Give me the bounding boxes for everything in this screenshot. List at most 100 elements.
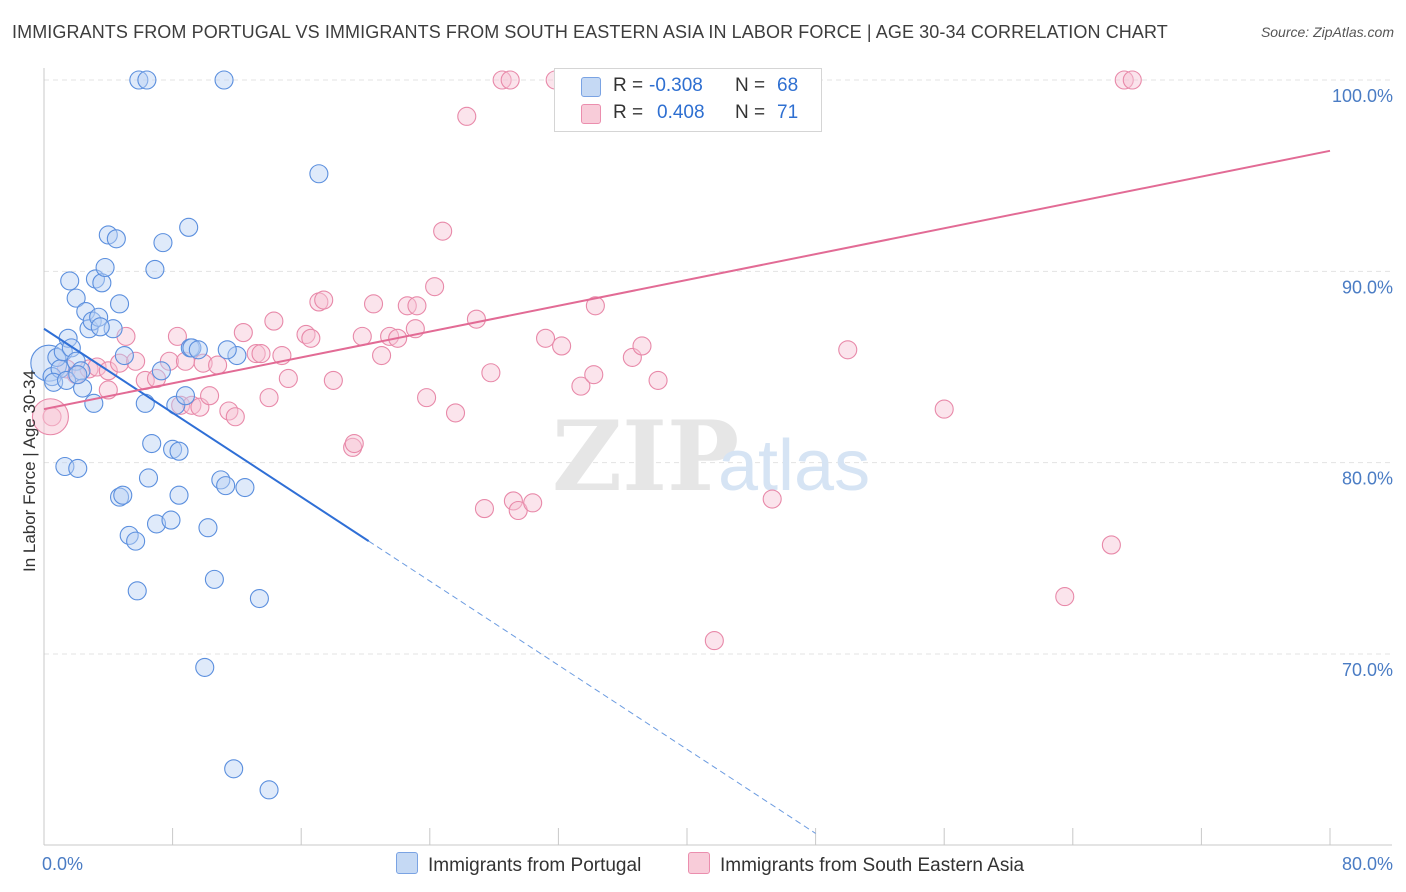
legend-r-label-pink: R = — [613, 102, 644, 123]
gridlines — [44, 79, 1392, 655]
axes — [43, 68, 1392, 846]
sea-point — [251, 344, 271, 364]
portugal-point — [214, 70, 234, 90]
tick-labels: 70.0% 80.0% 90.0% 100.0% 0.0% 80.0% — [42, 86, 1393, 874]
y-axis-label-wrap: In Labor Force | Age 30-34 — [20, 370, 40, 812]
x-tick-label-min: 0.0% — [42, 854, 83, 874]
sea-point — [278, 368, 298, 389]
portugal-point — [126, 531, 146, 551]
sea-point — [585, 296, 605, 316]
portugal-point — [179, 217, 199, 237]
sea-point — [492, 70, 512, 90]
trend-line-sea — [43, 149, 1331, 411]
sea-point — [171, 395, 191, 415]
portugal-point — [235, 477, 255, 498]
portugal-point — [138, 468, 159, 488]
portugal-point — [195, 657, 215, 677]
portugal-point — [169, 441, 189, 461]
portugal-point — [89, 307, 109, 327]
portugal-point — [68, 458, 88, 478]
sea-point — [466, 309, 486, 329]
sea-point — [704, 631, 724, 651]
portugal-point — [106, 229, 126, 249]
portugal-point — [224, 759, 244, 779]
portugal-point — [227, 345, 247, 366]
portugal-point — [182, 338, 202, 358]
bottom-legend-label-blue: Immigrants from Portugal — [428, 855, 642, 876]
sea-point — [182, 395, 202, 415]
portugal-point — [188, 340, 208, 360]
sea-point — [344, 433, 364, 454]
sea-point — [762, 489, 782, 509]
portugal-point — [135, 393, 155, 413]
portugal-point — [110, 294, 130, 314]
sea-point — [407, 296, 427, 316]
legend-swatch-blue — [581, 77, 601, 97]
sea-point — [397, 296, 417, 316]
watermark-atlas: atlas — [718, 426, 870, 506]
sea-point — [425, 277, 445, 297]
legend-n-label-blue: N = — [735, 75, 766, 96]
y-tick-label: 80.0% — [1342, 469, 1393, 489]
portugal-point — [198, 518, 218, 538]
legend-r-value-pink: 0.408 — [657, 102, 705, 123]
sea-point — [167, 326, 187, 346]
bottom-legend-portugal: Immigrants from Portugal — [396, 852, 641, 877]
sea-point — [474, 499, 495, 519]
sea-point — [445, 403, 466, 423]
bottom-legend-sea: Immigrants from South Eastern Asia — [688, 852, 1024, 877]
sea-point — [1101, 535, 1121, 555]
sea-point — [225, 407, 245, 427]
sea-point — [433, 221, 453, 241]
sea-point — [208, 355, 228, 375]
sea-point — [632, 336, 652, 356]
portugal-point — [169, 485, 189, 505]
sea-point — [552, 336, 572, 356]
sea-point — [934, 399, 954, 419]
sea-point-large — [31, 398, 69, 436]
sea-point — [233, 323, 253, 343]
legend-n-label-pink: N = — [735, 102, 766, 123]
watermark-zip: ZIP — [552, 400, 739, 513]
sea-point — [126, 351, 146, 371]
sea-point — [372, 345, 392, 366]
sea-point — [352, 326, 372, 346]
chart-title: IMMIGRANTS FROM PORTUGAL VS IMMIGRANTS F… — [12, 22, 1168, 42]
sea-point — [571, 376, 591, 396]
bottom-legend-label-pink: Immigrants from South Eastern Asia — [720, 855, 1025, 876]
portugal-point — [161, 510, 181, 530]
legend-r-label-blue: R = — [613, 75, 644, 96]
portugal-point — [163, 439, 183, 459]
sea-point — [1122, 70, 1142, 90]
sea-point — [246, 344, 266, 364]
portugal-point — [153, 233, 173, 253]
portugal-point — [137, 70, 157, 90]
sea-point — [363, 294, 384, 314]
portugal-point — [66, 288, 86, 308]
sea-point — [323, 370, 343, 390]
series-blue-points — [30, 70, 329, 800]
sea-point — [301, 328, 321, 348]
correlation-legend: R = -0.308 N = 68 R = 0.408 N = 71 — [554, 68, 822, 132]
trend-line-portugal-extrapolated — [368, 540, 816, 834]
sea-point — [523, 493, 543, 513]
trend-lines — [43, 149, 1331, 834]
portugal-point — [249, 588, 269, 609]
legend-n-value-blue: 68 — [777, 75, 799, 96]
legend-r-value-blue: -0.308 — [649, 75, 703, 96]
y-tick-label: 70.0% — [1342, 660, 1393, 680]
portugal-point — [56, 370, 77, 390]
portugal-point — [95, 257, 115, 278]
portugal-point — [259, 780, 279, 800]
bottom-legend-swatch-blue — [396, 852, 418, 874]
legend-swatch-pink — [581, 104, 601, 124]
portugal-point — [113, 485, 133, 505]
portugal-point — [68, 365, 88, 385]
legend-n-value-pink: 71 — [777, 102, 799, 123]
portugal-point — [204, 569, 224, 589]
sea-point — [535, 328, 556, 348]
sea-point — [264, 311, 284, 331]
portugal-point — [92, 273, 112, 293]
sea-point — [500, 70, 520, 90]
